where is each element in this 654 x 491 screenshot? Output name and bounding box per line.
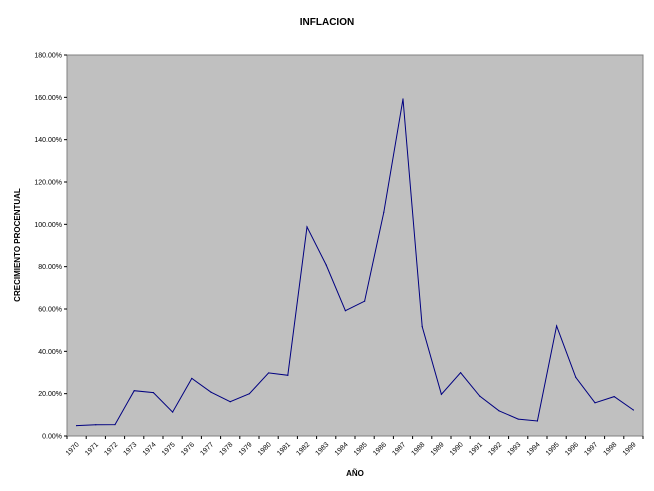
x-tick-label: 1978 bbox=[218, 441, 234, 457]
data-point bbox=[421, 325, 423, 328]
data-points bbox=[76, 98, 635, 427]
data-point bbox=[133, 390, 135, 392]
data-point bbox=[479, 395, 481, 397]
series-line bbox=[76, 98, 634, 427]
x-tick-label: 1977 bbox=[199, 441, 215, 457]
data-point bbox=[460, 372, 462, 374]
chart-title: INFLACION bbox=[300, 17, 354, 28]
data-point bbox=[594, 402, 596, 404]
x-axis-title: AÑO bbox=[346, 469, 364, 478]
x-tick-label: 1972 bbox=[103, 441, 119, 457]
data-point bbox=[344, 310, 346, 312]
x-tick-label: 1980 bbox=[257, 441, 273, 457]
data-point bbox=[268, 372, 270, 374]
x-tick-label: 1985 bbox=[353, 441, 369, 457]
data-point bbox=[556, 325, 558, 327]
y-tick-label: 60.00% bbox=[38, 307, 62, 314]
x-tick-label: 1990 bbox=[449, 441, 465, 457]
data-point bbox=[114, 423, 116, 426]
data-point bbox=[95, 424, 97, 426]
x-tick-label: 1987 bbox=[391, 441, 407, 457]
x-tick-label: 1981 bbox=[276, 441, 292, 457]
data-point bbox=[575, 376, 577, 378]
x-tick-label: 1998 bbox=[602, 441, 618, 457]
y-tick-label: 140.00% bbox=[34, 137, 62, 144]
x-tick-label: 1973 bbox=[122, 441, 138, 457]
data-point bbox=[152, 392, 154, 394]
y-tick-label: 20.00% bbox=[38, 391, 62, 398]
x-axis: 1970 1971 1972 1973 1974 1975 1976 1977 1978 1979… bbox=[65, 436, 644, 457]
x-tick-label: 1976 bbox=[180, 441, 196, 457]
x-tick-label: 1991 bbox=[468, 441, 484, 457]
y-tick-label: 160.00% bbox=[34, 95, 62, 102]
x-tick-label: 1999 bbox=[622, 441, 638, 457]
y-tick-label: 0.00% bbox=[42, 434, 62, 441]
y-tick-label: 100.00% bbox=[34, 222, 62, 229]
data-point bbox=[287, 374, 289, 376]
x-tick-label: 1989 bbox=[430, 441, 446, 457]
data-point bbox=[632, 409, 635, 411]
x-tick-label: 1983 bbox=[314, 441, 330, 457]
x-tick-label: 1988 bbox=[410, 441, 426, 457]
data-point bbox=[383, 211, 385, 213]
x-tick-label: 1971 bbox=[84, 441, 100, 457]
x-tick-label: 1994 bbox=[526, 441, 542, 457]
x-tick-label: 1982 bbox=[295, 441, 311, 457]
y-tick-label: 120.00% bbox=[34, 180, 62, 187]
data-point bbox=[248, 393, 250, 395]
x-tick-label: 1995 bbox=[545, 441, 561, 457]
data-point bbox=[536, 420, 539, 422]
data-point bbox=[191, 377, 193, 380]
data-point bbox=[210, 391, 212, 393]
data-point bbox=[364, 300, 366, 302]
y-tick-label: 180.00% bbox=[34, 53, 62, 60]
y-tick-label: 80.00% bbox=[38, 264, 62, 271]
x-tick-label: 1974 bbox=[142, 441, 158, 457]
data-point bbox=[172, 411, 174, 413]
data-point bbox=[517, 418, 519, 420]
data-point bbox=[498, 410, 500, 412]
data-point bbox=[613, 396, 615, 398]
x-tick-label: 1970 bbox=[65, 441, 81, 457]
x-tick-label: 1975 bbox=[161, 441, 177, 457]
x-tick-label: 1984 bbox=[334, 441, 350, 457]
data-point bbox=[76, 425, 78, 427]
data-point bbox=[229, 401, 231, 403]
x-tick-label: 1986 bbox=[372, 441, 388, 457]
plot-area bbox=[66, 54, 644, 437]
data-point bbox=[325, 264, 327, 266]
y-axis: 0.00% 20.00% 40.00% 60.00% 80.00% 100.00% 120.… bbox=[34, 53, 67, 441]
data-point bbox=[306, 226, 308, 228]
y-axis-title: CRECIMIENTO PROCENTUAL bbox=[13, 188, 22, 302]
x-tick-label: 1997 bbox=[583, 441, 599, 457]
x-tick-label: 1992 bbox=[487, 441, 503, 457]
x-tick-label: 1996 bbox=[564, 441, 580, 457]
y-tick-label: 40.00% bbox=[38, 349, 62, 356]
data-point bbox=[402, 98, 404, 100]
x-tick-label: 1993 bbox=[506, 441, 522, 457]
data-point bbox=[440, 393, 442, 395]
x-tick-label: 1979 bbox=[238, 441, 254, 457]
